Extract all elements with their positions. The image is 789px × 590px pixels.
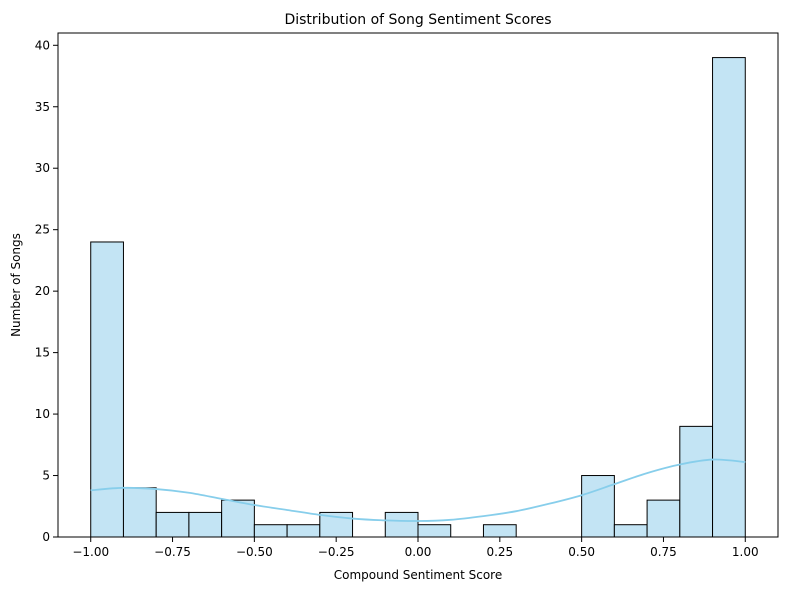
histogram-bar-15 [581, 475, 615, 538]
plot-frame [57, 32, 779, 538]
y-tick-label-5: 25 [35, 223, 50, 237]
histogram-bar-0 [90, 241, 124, 538]
y-axis-label: Number of Songs [9, 233, 23, 337]
kde-curve [90, 458, 746, 522]
histogram-bar-19 [712, 57, 746, 538]
y-axis-ticks: 0 5 10 15 20 25 30 35 40 [35, 38, 58, 544]
chart-title: Distribution of Song Sentiment Scores [284, 12, 551, 28]
x-axis-label: Compound Sentiment Score [334, 568, 502, 582]
y-tick-label-8: 40 [35, 38, 50, 52]
x-tick-label-4: 0.00 [405, 545, 432, 559]
histogram-bar-18 [679, 425, 714, 538]
histogram-bar-16 [613, 524, 648, 538]
x-tick-label-8: 1.00 [732, 545, 759, 559]
histogram-bar-1 [122, 487, 157, 538]
histogram-bar-5 [253, 524, 288, 538]
x-tick-label-3: −0.25 [318, 545, 355, 559]
y-tick-label-4: 20 [35, 284, 50, 298]
x-axis-ticks: −1.00 −0.75 −0.50 −0.25 0.00 0.25 0.50 0.75 1.00 [72, 537, 759, 559]
histogram-bar-10 [417, 524, 452, 538]
histogram-bar-3 [188, 511, 223, 538]
x-tick-label-6: 0.50 [568, 545, 595, 559]
y-tick-label-1: 5 [42, 469, 50, 483]
histogram-bar-4 [221, 499, 255, 538]
y-tick-label-3: 15 [35, 346, 50, 360]
y-tick-label-2: 10 [35, 407, 50, 421]
y-tick-label-0: 0 [42, 530, 50, 544]
x-tick-label-2: −0.50 [236, 545, 273, 559]
histogram-bar-9 [384, 511, 419, 538]
histogram-bar-6 [286, 524, 321, 538]
histogram-bar-2 [155, 511, 190, 538]
y-tick-label-6: 30 [35, 161, 50, 175]
x-tick-label-7: 0.75 [650, 545, 677, 559]
x-tick-label-5: 0.25 [486, 545, 513, 559]
y-tick-label-7: 35 [35, 100, 50, 114]
histogram-bars [90, 57, 746, 538]
x-tick-label-1: −0.75 [154, 545, 191, 559]
x-tick-label-0: −1.00 [72, 545, 109, 559]
histogram-bar-17 [646, 499, 681, 538]
histogram-bar-12 [482, 524, 517, 538]
